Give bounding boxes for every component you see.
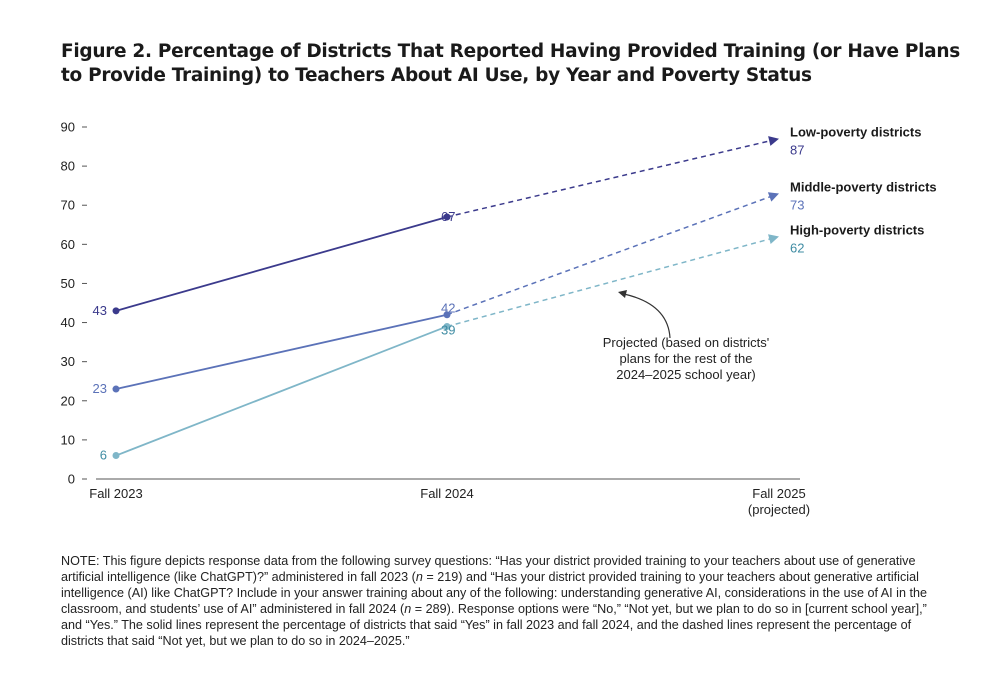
y-tick-label: 80 (61, 159, 75, 174)
y-tick-label: 20 (61, 393, 75, 408)
note-n1-var: n (415, 570, 423, 584)
x-tick-label: Fall 2023 (89, 486, 142, 501)
x-tick-label: Fall 2025 (752, 486, 805, 501)
data-point (112, 452, 120, 460)
data-point (112, 385, 120, 393)
data-point (112, 307, 120, 315)
annotation-text: Projected (based on districts' (603, 335, 770, 350)
y-tick-label: 70 (61, 198, 75, 213)
y-tick-label: 90 (61, 120, 75, 135)
data-label: 67 (441, 209, 455, 224)
projection-arrowhead (767, 192, 779, 202)
data-point (443, 311, 451, 319)
x-tick-label: (projected) (748, 502, 810, 517)
series-line-projected (446, 139, 772, 218)
note-text: NOTE: This figure depicts response data … (61, 553, 941, 649)
y-tick-label: 10 (61, 432, 75, 447)
data-label: 73 (790, 197, 804, 212)
annotation-arrow (623, 293, 671, 339)
series-line-projected (446, 237, 772, 328)
series-line-projected (446, 195, 772, 316)
annotation-arrowhead (618, 290, 627, 298)
note-part-1: NOTE: This figure depicts response data … (61, 554, 916, 584)
line-chart: 0 10 20 30 40 50 60 70 80 90 Fall 2023 Fall 2024 Fal… (61, 120, 937, 518)
title-text: Percentage of Districts That Reported Ha… (61, 41, 960, 86)
figure-label: Figure 2. (61, 41, 152, 62)
data-label: 23 (93, 381, 107, 396)
series-legend-label: Low-poverty districts (790, 125, 921, 140)
series-line-solid (115, 325, 448, 457)
series-legend-label: Middle-poverty districts (790, 179, 937, 194)
y-tick-label: 40 (61, 315, 75, 330)
data-label: 62 (790, 241, 804, 256)
y-tick-label: 50 (61, 276, 75, 291)
series-line-solid (115, 216, 448, 312)
series-legend-label: High-poverty districts (790, 223, 924, 238)
y-tick-label: 30 (61, 354, 75, 369)
data-point (443, 213, 451, 221)
note-n2-val: = 289). Response options were “No,” “Not… (61, 602, 927, 648)
data-label: 39 (441, 322, 455, 337)
x-tick-label: Fall 2024 (420, 486, 473, 501)
note-n1-val: = 219) and “Has your district provided t… (61, 570, 927, 616)
data-label: 43 (93, 303, 107, 318)
data-label: 42 (441, 301, 455, 316)
series-line-solid (115, 313, 448, 390)
data-label: 6 (100, 448, 107, 463)
projection-arrowhead (768, 136, 779, 146)
note-n2-var: n (404, 602, 412, 616)
annotation-text: plans for the rest of the (620, 351, 753, 366)
data-label: 87 (790, 143, 804, 158)
annotation-text: 2024–2025 school year) (616, 367, 756, 382)
y-tick-label: 0 (68, 472, 75, 487)
data-point (443, 322, 451, 330)
chart-title: Figure 2. Percentage of Districts That R… (61, 40, 961, 88)
y-tick-label: 60 (61, 237, 75, 252)
projection-arrowhead (768, 234, 779, 244)
